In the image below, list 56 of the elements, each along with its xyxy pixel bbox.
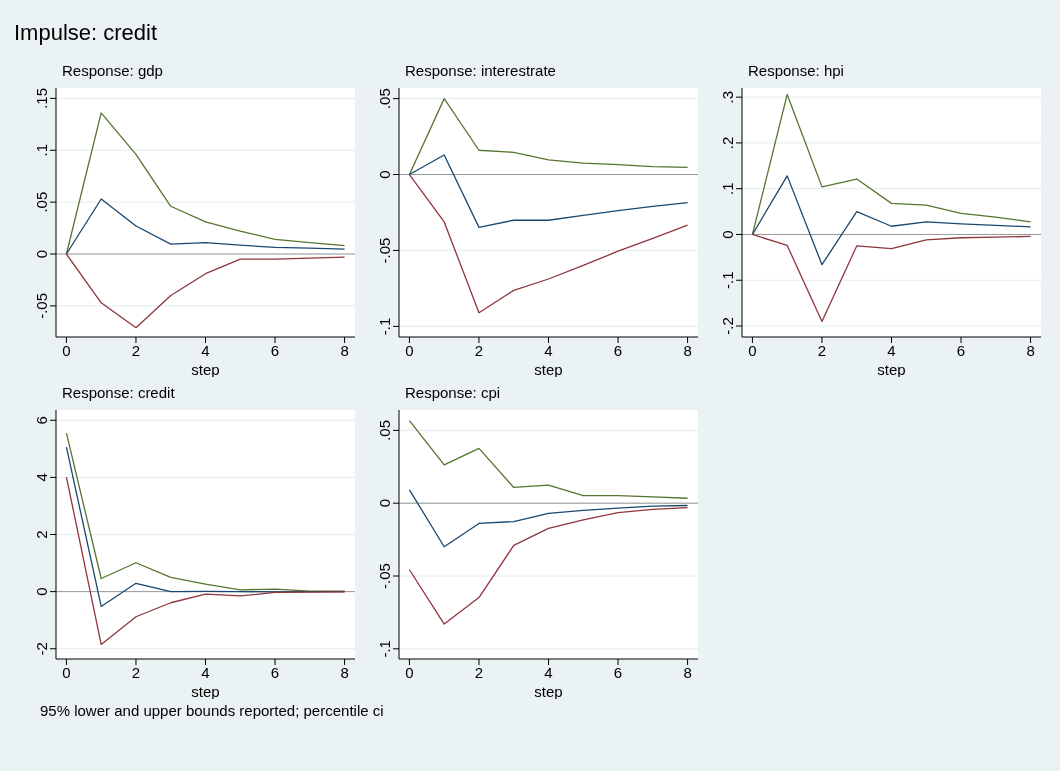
chart-subtitle: Response: hpi [748,62,845,81]
x-tick-label: 2 [131,663,141,681]
y-tick-label: -.1 [376,317,394,336]
x-tick-label: 8 [1026,341,1035,359]
y-tick-label: .1 [719,182,737,195]
y-tick-label: .05 [376,419,394,441]
y-tick-label: -.05 [33,292,51,319]
x-tick-label: 6 [956,341,966,359]
y-tick-label: .15 [33,87,51,109]
chart-subtitle: Response: interestrate [405,62,557,81]
x-tick-label: 4 [544,663,553,681]
y-tick-label: 0 [719,230,737,239]
x-tick-label: 0 [62,663,71,681]
y-tick-label: 0 [33,587,51,596]
y-tick-label: 0 [33,249,51,259]
x-tick-label: 8 [683,341,692,359]
x-tick-label: 6 [270,663,280,681]
y-tick-label: .05 [376,88,394,110]
x-tick-label: 0 [405,663,414,681]
y-tick-label: 4 [33,473,51,482]
y-tick-label: .1 [33,143,51,157]
y-tick-label: -2 [33,642,51,656]
x-tick-label: 2 [474,341,484,359]
chart-subtitle: Response: gdp [62,62,164,81]
x-tick-label: 4 [201,341,210,359]
chart-subtitle: Response: credit [62,384,176,403]
text: 95% lower and upper bounds reported; percentile ci [40,702,384,719]
x-tick-label: 2 [817,341,827,359]
x-tick-label: 8 [340,341,349,359]
x-tick-label: 4 [544,341,553,359]
x-tick-label: 6 [613,341,623,359]
chart-title: Impulse: credit [14,20,158,46]
y-tick-label: 0 [376,499,394,508]
chart-subtitle: Response: cpi [405,384,502,403]
y-tick-label: -.05 [376,237,394,264]
y-tick-label: 6 [33,416,51,425]
x-tick-label: 6 [270,341,280,359]
y-tick-label: -.05 [376,563,394,589]
x-tick-label: 8 [683,663,692,681]
x-tick-label: 2 [474,663,484,681]
x-tick-label: 0 [405,341,414,359]
y-tick-label: -.1 [719,271,737,289]
y-tick-label: .05 [33,191,51,213]
y-tick-label: -.1 [376,640,394,658]
x-tick-label: 2 [131,341,141,359]
x-tick-label: 4 [887,341,896,359]
x-tick-label: 0 [62,341,71,359]
y-tick-label: .3 [719,90,737,104]
x-tick-label: 4 [201,663,210,681]
y-tick-label: 2 [33,530,51,539]
x-tick-label: 6 [613,663,623,681]
y-tick-label: .2 [719,136,737,150]
x-tick-label: 0 [748,341,757,359]
x-tick-label: 8 [340,663,349,681]
y-tick-label: 0 [376,170,394,179]
y-tick-label: -.2 [719,317,737,335]
